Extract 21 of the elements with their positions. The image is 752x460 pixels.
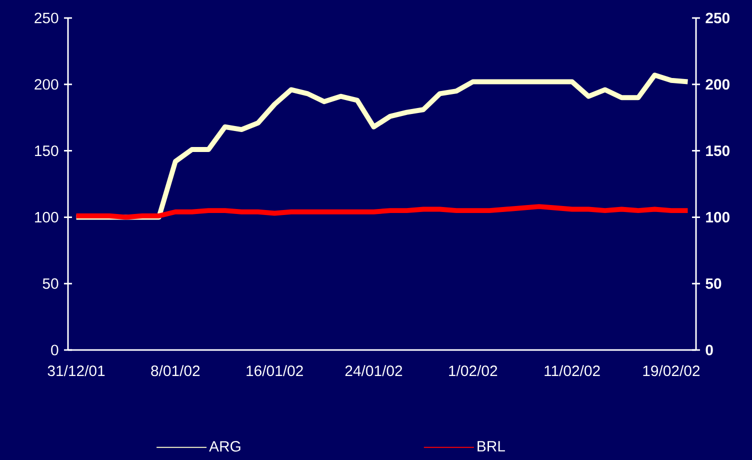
y2-tick-label: 150	[706, 146, 730, 156]
y-tick-label: 0	[51, 344, 58, 356]
legend-label: ARG	[209, 441, 240, 452]
x-tick-label: 11/02/02	[544, 365, 600, 376]
y-tick-label: 200	[34, 79, 58, 90]
y2-tick-label: 100	[706, 212, 730, 222]
y-tick-label: 250	[34, 12, 58, 24]
y-tick-label: 100	[35, 212, 58, 222]
y-tick-label: 150	[35, 146, 58, 156]
y2-tick-label: 0	[706, 344, 713, 356]
x-tick-label: 19/02/02	[643, 365, 700, 376]
x-tick-label: 31/12/01	[48, 365, 105, 376]
x-tick-label: 1/02/02	[449, 365, 498, 376]
x-tick-label: 8/01/02	[151, 365, 200, 376]
y2-tick-label: 50	[706, 278, 722, 289]
x-tick-label: 16/01/02	[246, 365, 303, 376]
y-tick-label: 50	[42, 278, 58, 289]
y2-tick-label: 200	[706, 79, 730, 90]
y2-tick-label: 250	[706, 12, 730, 24]
x-tick-label: 24/01/02	[345, 365, 402, 376]
legend-label: BRL	[478, 441, 505, 452]
